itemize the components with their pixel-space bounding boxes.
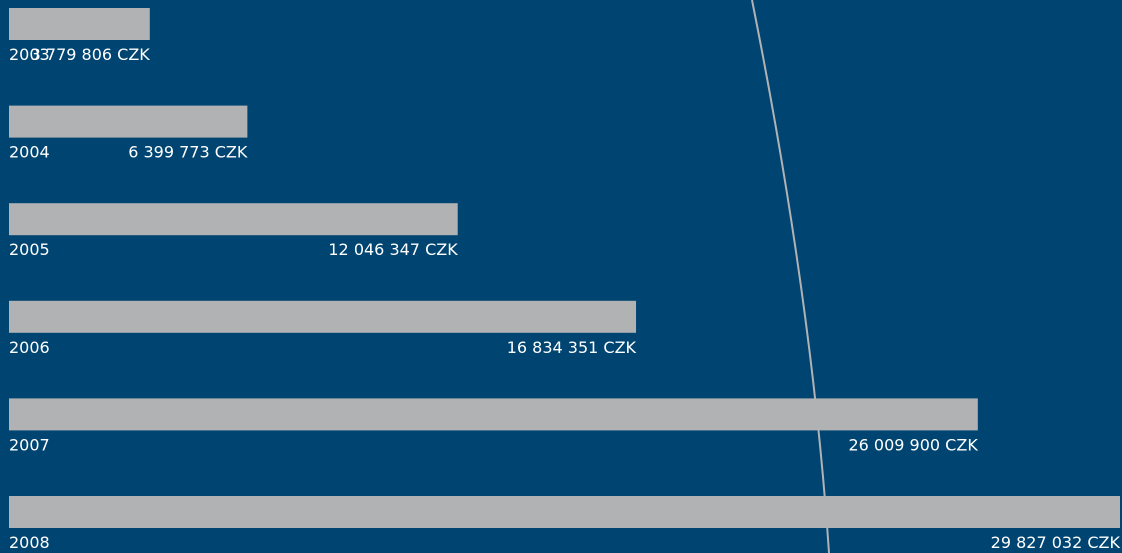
bar-2004 xyxy=(9,105,248,138)
value-label-2007: 26 009 900 CZK xyxy=(848,435,978,454)
value-label-2004: 6 399 773 CZK xyxy=(128,143,248,162)
category-label-2007: 2007 xyxy=(9,435,50,454)
category-label-2005: 2005 xyxy=(9,240,50,259)
value-label-2005: 12 046 347 CZK xyxy=(328,240,458,259)
value-label-2003: 3 779 806 CZK xyxy=(31,45,151,64)
bar-2008 xyxy=(9,496,1120,528)
value-label-2006: 16 834 351 CZK xyxy=(507,338,637,357)
category-label-2004: 2004 xyxy=(9,143,50,162)
category-label-2008: 2008 xyxy=(9,533,50,552)
decorative-curve xyxy=(751,0,830,553)
bar-2007 xyxy=(9,398,978,431)
category-label-2003: 2003 xyxy=(9,45,50,64)
bar-2005 xyxy=(9,203,458,236)
category-label-2006: 2006 xyxy=(9,338,50,357)
bar-2006 xyxy=(9,300,637,333)
bar-2003 xyxy=(9,8,150,40)
value-label-2008: 29 827 032 CZK xyxy=(991,533,1121,552)
